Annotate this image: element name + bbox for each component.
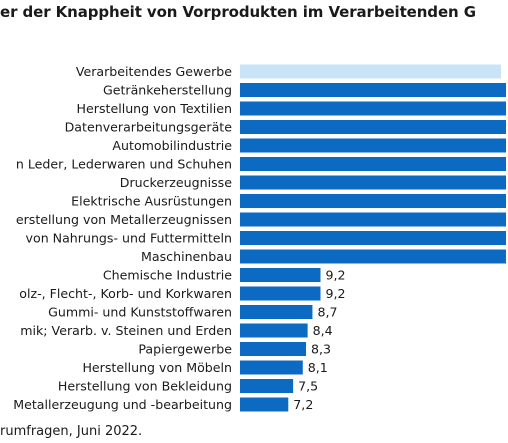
bar (240, 157, 506, 171)
category-label: Herstellung von Bekleidung (58, 379, 232, 394)
value-label: 9,2 (326, 268, 346, 283)
value-label: 7,2 (293, 397, 313, 412)
category-label: Maschinenbau (141, 249, 232, 264)
category-label: n Leder, Lederwaren und Schuhen (16, 157, 232, 172)
category-label: Papiergewerbe (138, 342, 232, 357)
value-label: 8,3 (311, 342, 331, 357)
category-label: Elektrische Ausrüstungen (71, 194, 232, 209)
bar (240, 231, 506, 245)
bar (240, 101, 506, 116)
bar (240, 64, 501, 79)
category-label: Automobilindustrie (112, 138, 232, 153)
bar (240, 120, 506, 134)
bar (240, 323, 308, 338)
category-label: Chemische Industrie (103, 268, 232, 283)
category-label: von Nahrungs- und Futtermitteln (26, 231, 232, 246)
category-label: Datenverarbeitungsgeräte (65, 120, 233, 135)
category-label: Verarbeitendes Gewerbe (76, 64, 232, 79)
bar (240, 194, 506, 208)
category-label: mik; Verarb. v. Steinen und Erden (20, 323, 232, 338)
bar (240, 286, 321, 301)
source-note: rumfragen, Juni 2022. (0, 424, 143, 439)
bar (240, 249, 506, 264)
value-label: 9,2 (326, 286, 346, 301)
category-label: olz-, Flecht-, Korb- und Korkwaren (19, 286, 232, 301)
value-label: 7,5 (298, 379, 318, 394)
bar (240, 379, 294, 393)
bar (240, 83, 506, 97)
value-label: 8,7 (317, 305, 337, 320)
chart-title: er der Knappheit von Vorprodukten im Ver… (0, 3, 476, 21)
category-label: Herstellung von Möbeln (82, 360, 232, 375)
bar (240, 397, 289, 412)
category-label: Herstellung von Textilien (77, 101, 232, 116)
value-label: 8,4 (313, 323, 333, 338)
category-label: Metallerzeugung und -bearbeitung (13, 397, 232, 412)
bar (240, 138, 506, 153)
value-label: 8,1 (308, 360, 328, 375)
category-label: Druckerzeugnisse (120, 175, 232, 190)
bar (240, 342, 307, 356)
bar (240, 268, 321, 282)
category-label: erstellung von Metallerzeugnissen (16, 212, 232, 227)
bar (240, 360, 303, 375)
bar (240, 305, 313, 319)
category-label: Gummi- und Kunststoffwaren (48, 305, 232, 320)
bar (240, 212, 506, 227)
bar (240, 175, 506, 190)
category-label: Getränkeherstellung (103, 83, 232, 98)
